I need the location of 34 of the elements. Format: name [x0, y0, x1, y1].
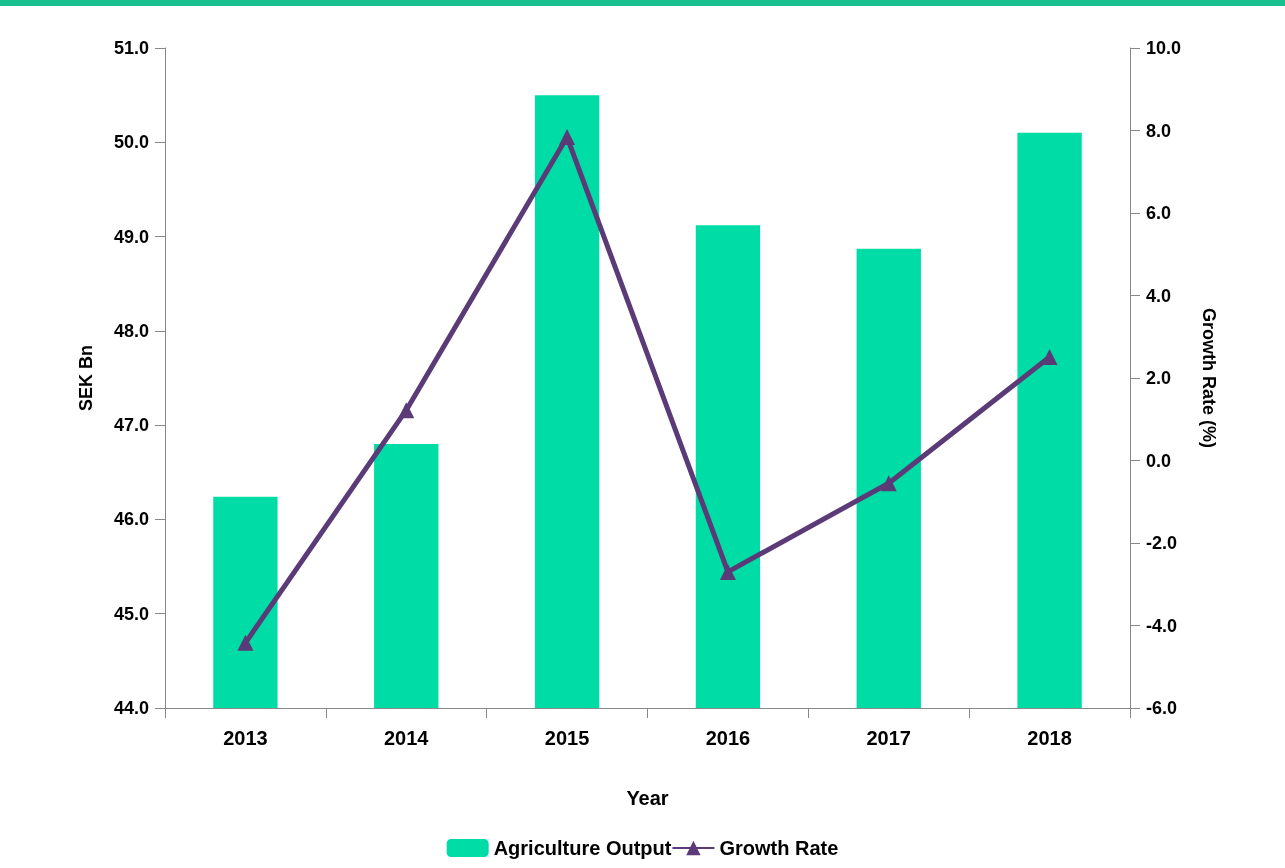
- legend-label: Agriculture Output: [493, 837, 672, 859]
- legend-label: Growth Rate: [719, 837, 839, 859]
- x-tick-label: 2017: [866, 727, 911, 749]
- y-tick-label: 49.0: [113, 226, 149, 247]
- y-tick-label: 47.0: [113, 415, 149, 436]
- x-tick-label: 2015: [544, 727, 590, 749]
- y-tick-label: 45.0: [113, 603, 149, 624]
- x-axis-title: Year: [626, 787, 669, 809]
- y-tick-label: 46.0: [113, 509, 149, 530]
- y2-tick-label: 0.0: [1146, 450, 1172, 471]
- point: [398, 402, 415, 419]
- y2-tick-label: 10.0: [1146, 38, 1182, 58]
- y-tick-label: 48.0: [113, 320, 149, 341]
- y2-axis-title: Growth Rate (%): [1199, 307, 1219, 449]
- y-tick-label: 44.0: [113, 698, 149, 718]
- y2-tick-label: -2.0: [1146, 533, 1178, 553]
- point: [559, 129, 576, 146]
- y2-tick-label: 6.0: [1146, 203, 1172, 223]
- y2-tick-label: -4.0: [1146, 615, 1178, 636]
- y-axis-title: SEK Bn: [76, 344, 96, 412]
- point: [719, 563, 736, 580]
- y-tick-label: 51.0: [113, 38, 149, 58]
- point: [1041, 348, 1058, 365]
- y-tick-label: 50.0: [113, 132, 149, 153]
- x-tick-label: 2018: [1027, 727, 1072, 749]
- x-tick-label: 2013: [223, 727, 268, 749]
- point: [237, 634, 254, 651]
- y2-tick-label: -6.0: [1146, 698, 1178, 718]
- y2-tick-label: 2.0: [1146, 368, 1172, 388]
- point: [880, 475, 897, 492]
- x-tick-label: 2014: [384, 727, 430, 749]
- y2-tick-label: 8.0: [1146, 120, 1172, 141]
- x-tick-label: 2016: [705, 727, 751, 749]
- y2-tick-label: 4.0: [1146, 285, 1172, 306]
